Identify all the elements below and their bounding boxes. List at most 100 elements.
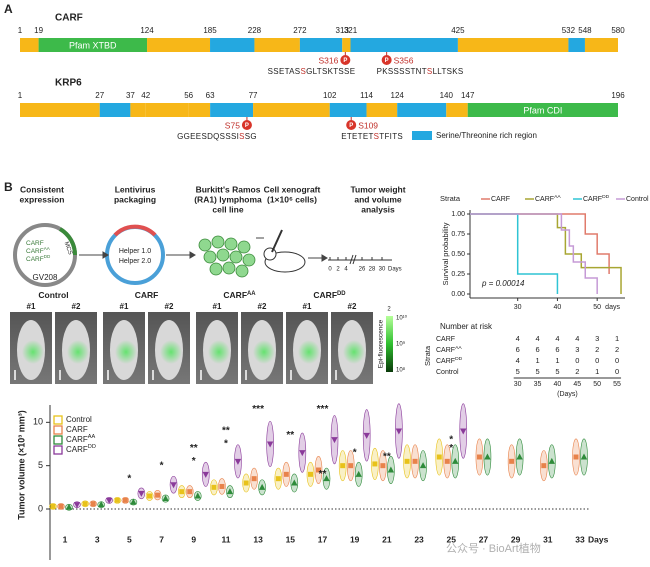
mouse-id: #2	[72, 302, 81, 311]
residue-label: 196	[611, 91, 625, 100]
risk-count: 4	[535, 334, 539, 343]
data-point	[251, 476, 257, 482]
legend-label: Control	[66, 415, 92, 424]
mouse-id: #1	[27, 302, 36, 311]
protein-segment	[584, 38, 618, 52]
legend-label: CARFAA	[66, 434, 96, 444]
risk-count: 3	[595, 334, 599, 343]
fluorescence	[343, 340, 365, 364]
data-point	[372, 461, 378, 467]
risk-count: 6	[555, 345, 559, 354]
x-axis-title: Days	[588, 534, 609, 544]
data-point	[476, 454, 482, 460]
residue-label: 19	[34, 26, 43, 35]
risk-count: 1	[535, 356, 539, 365]
data-point	[541, 463, 547, 469]
site-label: S109	[358, 120, 378, 130]
y-tick-label: 10	[33, 417, 43, 427]
x-tick-label: 27	[479, 534, 489, 544]
data-point	[348, 463, 354, 469]
data-point	[516, 453, 523, 460]
phospho-site	[241, 120, 252, 130]
protein-segment	[568, 38, 585, 52]
group-label: Control	[38, 290, 68, 300]
colorbar-top: 2	[387, 307, 391, 313]
group-label: CARFAA	[223, 290, 256, 300]
sequence-part: LLTSKS	[433, 67, 464, 76]
protein-segment	[254, 38, 300, 52]
significance: **	[190, 443, 198, 454]
step-title: cell line	[212, 204, 243, 214]
risk-count: 5	[535, 367, 539, 376]
phospho-symbol: P	[349, 123, 353, 129]
mouse-id: #1	[120, 302, 129, 311]
significance: **	[286, 430, 294, 441]
phospho-symbol: P	[343, 58, 347, 64]
risk-row-label-sup: AA	[455, 345, 462, 351]
x-tick-label: 1	[63, 534, 68, 544]
sequence-part: ETETET	[341, 132, 373, 141]
x-tick-label: 15	[286, 534, 296, 544]
sequence-part: PKSSSSTNT	[377, 67, 427, 76]
sequence-part: S	[427, 67, 433, 76]
data-point	[275, 476, 281, 482]
data-point	[155, 492, 161, 498]
sequence-part: S	[374, 132, 380, 141]
site-sequence: PKSSSSTNTSLLTSKS	[377, 67, 464, 76]
significance: ***	[317, 404, 329, 415]
protein-segment	[210, 103, 254, 117]
group-label-sup: AA	[247, 291, 256, 297]
insert-label: CARFAA	[26, 246, 51, 255]
risk-row-label: CARF	[436, 336, 455, 343]
x-tick-label: 30	[514, 304, 522, 311]
data-point	[219, 483, 225, 489]
data-point	[147, 493, 153, 499]
risk-count: 4	[516, 334, 520, 343]
risk-x-label: 30	[514, 381, 522, 388]
risk-count: 2	[595, 345, 599, 354]
x-tick-label: 13	[253, 534, 263, 544]
significance: ***	[252, 404, 264, 415]
protein-segment	[350, 38, 458, 52]
legend-label-sup: DD	[602, 194, 610, 200]
risk-row-label-base: CARF	[436, 347, 455, 354]
colorbar-title: Epi-fluorescence	[378, 319, 385, 368]
data-point	[363, 432, 370, 439]
residue-label: 124	[140, 26, 154, 35]
legend-label-sup: DD	[88, 444, 96, 450]
data-point	[323, 475, 330, 482]
risk-count: 0	[615, 356, 619, 365]
residue-label: 114	[360, 91, 373, 100]
protein-segment	[147, 38, 211, 52]
legend-label-base: CARF	[66, 435, 88, 444]
legend-swatch	[53, 435, 63, 445]
cells	[198, 235, 256, 278]
risk-x-label: 55	[613, 381, 621, 388]
protein-name: CARF	[55, 13, 83, 24]
risk-count: 1	[615, 334, 619, 343]
group-label-base: CARF	[223, 290, 247, 300]
x-tick-label: 29	[511, 534, 521, 544]
survival-curve	[470, 213, 598, 294]
timeline-label: 26	[359, 267, 366, 273]
colorbar	[386, 316, 393, 372]
data-point	[50, 503, 56, 509]
residue-label: 548	[578, 26, 592, 35]
data-point	[299, 450, 306, 457]
data-point	[404, 458, 410, 464]
site-sequence: ETETETSTFITS	[341, 132, 403, 141]
protein-segment	[253, 103, 330, 117]
survival-curve	[470, 213, 610, 274]
colorbar-label: 10⁸	[396, 367, 406, 374]
x-tick-label: 5	[127, 534, 132, 544]
protein-segment	[210, 38, 255, 52]
residue-label: 185	[203, 26, 217, 35]
group-label-base: CARF	[135, 290, 159, 300]
x-tick-label: 21	[382, 534, 392, 544]
fluorescence	[208, 340, 230, 364]
phospho-symbol: P	[385, 58, 389, 64]
step-title: (RA1) lymphoma	[194, 194, 262, 204]
panel-label: B	[4, 180, 13, 194]
data-point	[202, 471, 209, 478]
y-axis-title: Survival probability	[441, 222, 450, 285]
